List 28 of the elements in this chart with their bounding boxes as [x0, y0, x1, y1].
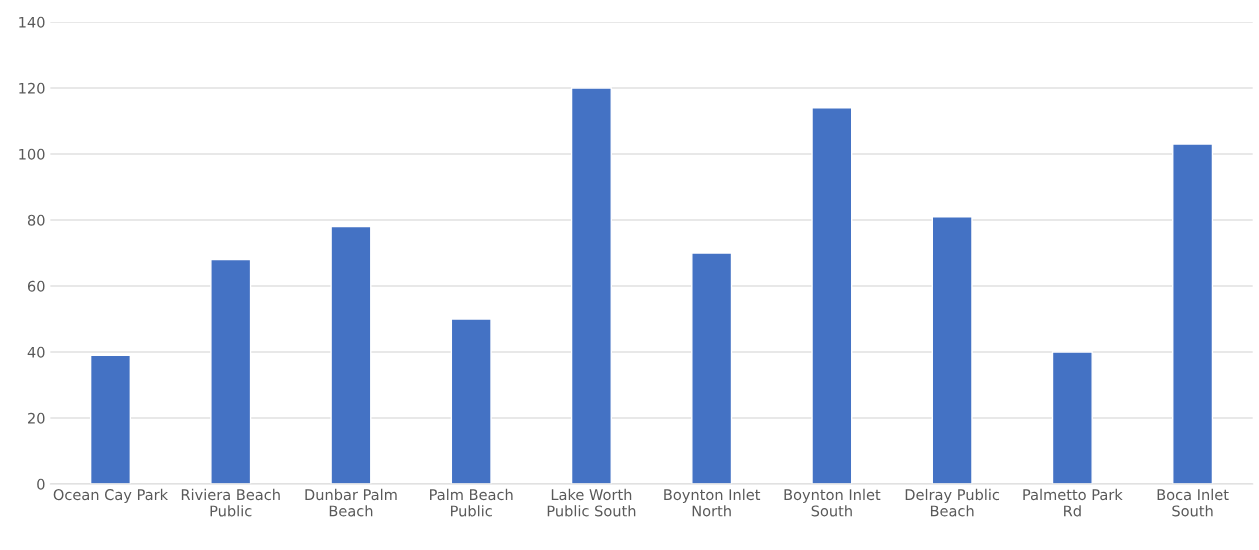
x-tick-label: Lake Worth Public South — [547, 488, 636, 517]
x-tick-label: Boca Inlet South — [1157, 488, 1229, 517]
bar — [330, 225, 372, 484]
bar — [89, 354, 132, 484]
x-tick-label: Riviera Beach Public — [181, 488, 280, 517]
bar — [1051, 351, 1093, 484]
x-tick-label: Boynton Inlet South — [784, 488, 881, 517]
x-tick-label: Palm Beach Public — [430, 488, 513, 517]
x-tick-label: Boynton Inlet North — [664, 488, 761, 517]
bar — [570, 87, 612, 484]
bar — [450, 318, 492, 484]
x-tick-label: Palmetto Park Rd — [1023, 488, 1123, 517]
y-tick-label: 140 — [19, 16, 45, 28]
y-tick-label: 100 — [19, 148, 45, 160]
y-tick-label: 60 — [27, 280, 45, 292]
x-tick-label: Delray Public Beach — [905, 488, 1000, 517]
bar — [1172, 143, 1214, 484]
bar — [811, 107, 853, 484]
x-tick-label: Ocean Cay Park — [53, 488, 169, 503]
bar — [931, 216, 973, 484]
y-tick-label: 120 — [19, 82, 45, 94]
x-tick-label: Dunbar Palm Beach — [305, 488, 397, 517]
y-tick-label: 20 — [28, 412, 45, 424]
bar — [691, 252, 733, 484]
bar — [210, 258, 252, 484]
y-tick-label: 0 — [37, 478, 45, 490]
y-tick-label: 40 — [27, 346, 45, 358]
y-tick-label: 80 — [27, 214, 45, 226]
